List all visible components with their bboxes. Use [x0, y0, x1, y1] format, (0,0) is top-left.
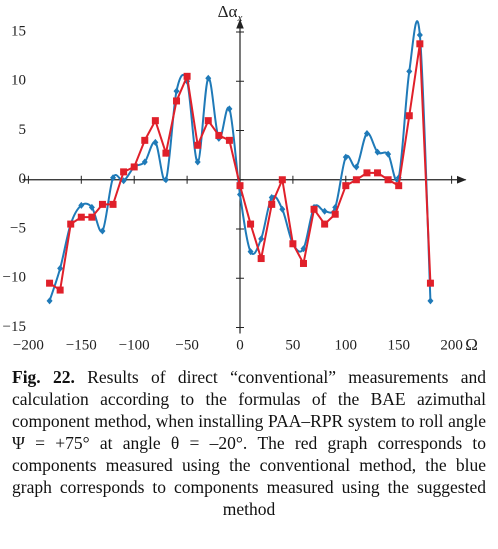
marker [406, 67, 413, 75]
marker [374, 169, 382, 177]
marker [395, 182, 403, 190]
marker [205, 74, 212, 82]
marker [46, 279, 54, 287]
marker [88, 203, 95, 211]
marker [88, 213, 96, 221]
marker [258, 235, 265, 243]
marker [257, 255, 265, 263]
marker [57, 264, 64, 272]
marker [173, 97, 181, 105]
marker [321, 207, 328, 215]
marker [194, 158, 201, 166]
y-tick-label: −15 [3, 319, 26, 335]
marker [141, 136, 149, 144]
marker [342, 182, 350, 190]
y-tick-label: 0 [19, 171, 27, 187]
marker [225, 136, 233, 144]
y-tick-label: 5 [19, 122, 27, 138]
marker [342, 153, 349, 161]
marker [247, 220, 255, 228]
marker [110, 174, 117, 182]
marker [109, 200, 117, 208]
caption-label: Fig. 22. [12, 367, 75, 387]
marker [300, 245, 307, 253]
y-label-sub: x [236, 12, 242, 24]
marker [352, 176, 360, 184]
marker [173, 87, 180, 95]
x-tick-label: −100 [119, 337, 150, 353]
marker [152, 138, 159, 146]
marker [77, 213, 85, 221]
marker [279, 205, 286, 213]
marker [130, 163, 138, 171]
marker [299, 259, 307, 267]
marker [98, 200, 106, 208]
marker [141, 158, 148, 166]
marker [385, 150, 392, 158]
marker [289, 240, 297, 248]
marker [46, 297, 53, 305]
marker [194, 141, 202, 149]
y-tick-label: −10 [3, 270, 26, 286]
marker [416, 40, 424, 48]
marker [331, 210, 339, 218]
y-tick-label: −5 [10, 220, 26, 236]
marker [426, 279, 434, 287]
marker [416, 31, 423, 39]
marker [215, 131, 223, 139]
marker [405, 112, 413, 120]
marker [56, 286, 64, 294]
marker [363, 129, 370, 137]
marker [384, 176, 392, 184]
marker [183, 72, 191, 80]
chart: Δαx Ω−200 −150 −100 −50 0 50 100 150 200−15−10−5… [3, 2, 478, 354]
caption: Fig. 22. Results of direct “conventional… [12, 366, 486, 520]
x-tick-label: 50 [285, 337, 300, 353]
x-tick-label: 150 [387, 337, 410, 353]
x-axis-label: Ω [465, 335, 478, 354]
marker [151, 117, 159, 125]
marker [162, 149, 170, 157]
x-tick-label: −150 [66, 337, 97, 353]
marker [236, 182, 244, 190]
marker [204, 117, 212, 125]
marker [67, 220, 75, 228]
marker [363, 169, 371, 177]
marker [278, 176, 286, 184]
marker [120, 168, 128, 176]
marker [247, 248, 254, 256]
y-axis-label: Δαx [218, 2, 243, 24]
marker [268, 200, 276, 208]
caption-text: Results of direct “conventional” measure… [12, 367, 486, 519]
marker [310, 205, 318, 213]
x-tick-label: −200 [13, 337, 44, 353]
marker [321, 220, 329, 228]
x-tick-label: 0 [236, 337, 244, 353]
marker [78, 201, 85, 209]
marker [374, 148, 381, 156]
marker [427, 297, 434, 305]
marker [162, 176, 169, 184]
marker [353, 163, 360, 171]
marker [99, 227, 106, 235]
y-tick-label: 15 [11, 23, 26, 39]
y-tick-label: 10 [11, 73, 26, 89]
marker [226, 105, 233, 113]
x-tick-label: 100 [335, 337, 358, 353]
y-label-main: Δα [218, 2, 238, 21]
x-tick-label: 200 [440, 337, 463, 353]
x-tick-label: −50 [175, 337, 198, 353]
